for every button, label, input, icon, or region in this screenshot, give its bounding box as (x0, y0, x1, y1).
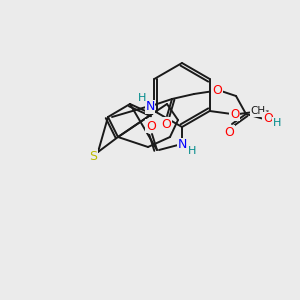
Text: S: S (89, 149, 97, 163)
Text: O: O (230, 107, 239, 121)
Text: O: O (263, 112, 273, 125)
Text: H: H (273, 118, 281, 128)
Text: N: N (177, 139, 187, 152)
Text: N: N (145, 100, 155, 113)
Text: H: H (138, 93, 146, 103)
Text: O: O (224, 125, 234, 139)
Text: O: O (146, 119, 156, 133)
Text: O: O (212, 83, 222, 97)
Text: O: O (161, 118, 171, 130)
Text: CH₃: CH₃ (250, 106, 269, 116)
Text: H: H (188, 146, 196, 156)
